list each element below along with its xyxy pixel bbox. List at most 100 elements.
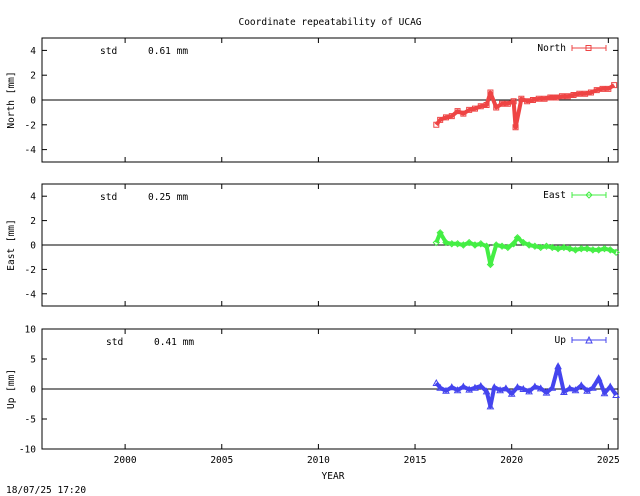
std-value-up: 0.41 mm	[154, 337, 194, 348]
data-point-east	[513, 233, 522, 242]
data-point-north	[553, 94, 560, 101]
footer-timestamp: 18/07/25 17:20	[6, 485, 86, 496]
data-point-east	[504, 243, 512, 252]
data-point-east	[436, 229, 444, 237]
data-point-east	[442, 238, 450, 247]
data-point-east	[482, 242, 491, 250]
data-point-north	[599, 85, 606, 92]
data-point-east	[519, 238, 527, 247]
ytick-label-up: 5	[30, 355, 36, 366]
data-point-east	[531, 242, 539, 250]
data-point-up	[548, 383, 557, 391]
data-point-east	[577, 244, 585, 253]
series-line-east	[434, 230, 617, 267]
panel-up: std 0.41 mm Up Up [mm] YEAR 10 5 0 -5 -10 200…	[6, 325, 620, 482]
ytick-label-east: 0	[30, 241, 36, 252]
data-point-north	[535, 95, 542, 102]
data-point-north	[570, 92, 577, 99]
data-point-east	[448, 240, 456, 248]
data-point-north	[454, 108, 461, 115]
ytick-label-north: 0	[30, 96, 36, 107]
data-point-up	[531, 382, 539, 390]
data-point-east	[565, 244, 574, 253]
data-point-up	[465, 385, 474, 393]
data-point-north	[448, 113, 455, 120]
data-point-east	[594, 246, 603, 254]
data-point-up	[502, 384, 510, 392]
data-point-up	[436, 383, 445, 391]
ytick-label-north: 4	[30, 46, 36, 57]
ytick-label-north: -2	[25, 120, 36, 131]
data-point-north	[611, 82, 618, 89]
panel-north: std 0.61 mm North North [mm] 4 2 0 -2 -4	[6, 37, 619, 163]
data-point-north	[471, 105, 478, 112]
ytick-label-north: 2	[30, 71, 36, 82]
data-point-up	[486, 402, 495, 410]
data-point-north	[483, 101, 490, 108]
data-point-east	[477, 240, 485, 248]
legend-label-up: Up	[555, 335, 567, 346]
std-label-east: std	[100, 192, 117, 203]
data-point-up	[589, 383, 597, 391]
data-point-east	[600, 244, 609, 253]
data-point-up	[453, 386, 462, 394]
data-point-north	[504, 100, 511, 107]
data-point-up	[542, 388, 551, 396]
data-point-east	[542, 242, 551, 250]
data-point-east	[554, 244, 562, 253]
data-point-north	[460, 110, 467, 117]
xtick-label: 2020	[500, 455, 523, 466]
data-point-up	[594, 374, 603, 382]
data-point-north	[529, 97, 536, 103]
data-point-north	[437, 116, 444, 123]
data-point-up	[560, 387, 568, 395]
std-value-east: 0.25 mm	[148, 192, 188, 203]
std-label-north: std	[100, 46, 117, 57]
xtick-label: 2025	[597, 455, 620, 466]
std-value-north: 0.61 mm	[148, 46, 188, 57]
ytick-label-east: -4	[25, 289, 37, 300]
ytick-label-east: 2	[30, 216, 36, 227]
xtick-label: 2000	[114, 455, 137, 466]
ytick-label-up: -10	[19, 445, 36, 456]
data-point-up	[513, 383, 522, 391]
data-point-east	[525, 241, 533, 249]
data-point-east	[583, 244, 591, 253]
data-point-up	[459, 382, 468, 390]
data-point-east	[589, 246, 597, 254]
data-point-east	[471, 241, 479, 249]
data-point-up	[471, 383, 479, 391]
data-point-east	[571, 246, 580, 254]
data-point-up	[482, 387, 491, 395]
data-point-east	[498, 242, 506, 250]
xtick-label: 2005	[210, 455, 233, 466]
ytick-label-north: -4	[25, 145, 37, 156]
data-point-east	[536, 243, 545, 252]
data-point-east	[486, 260, 495, 269]
xlabel-up: YEAR	[322, 471, 345, 482]
ytick-label-up: 10	[25, 325, 37, 336]
legend-swatch-east	[571, 191, 607, 199]
data-point-up	[583, 386, 591, 394]
data-point-up	[442, 386, 450, 394]
ytick-label-east: -2	[25, 265, 36, 276]
data-point-up	[571, 386, 580, 394]
data-point-east	[465, 238, 473, 247]
data-point-north	[518, 95, 525, 102]
data-point-up	[565, 384, 574, 392]
data-point-up	[496, 386, 504, 394]
data-point-east	[492, 241, 500, 249]
ytick-label-up: 0	[30, 385, 36, 396]
series-line-north	[434, 83, 616, 130]
data-point-north	[493, 104, 500, 111]
data-point-north	[442, 114, 449, 121]
data-point-east	[612, 248, 620, 257]
data-point-north	[499, 100, 506, 107]
ytick-label-east: 4	[30, 192, 36, 203]
data-point-north	[582, 90, 589, 97]
data-point-up	[525, 387, 533, 395]
data-point-north	[466, 106, 473, 113]
data-point-up	[577, 381, 586, 389]
data-point-east	[432, 238, 441, 247]
